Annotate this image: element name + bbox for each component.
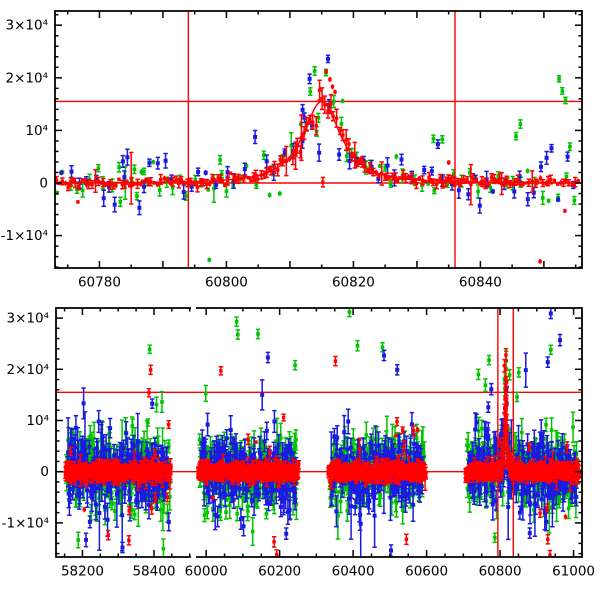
event-zoom-panel: 60780 60800 60820 60840 3×10⁴ 2×10⁴ 10⁴ 0 -1×10⁴ [1,10,583,291]
x-tick-label: 60800 [479,564,522,580]
x-tick-label: 58200 [61,564,104,580]
y-tick-label: 10⁴ [26,413,49,429]
y-tick-label: 10⁴ [25,123,48,139]
y-tick-label: 3×10⁴ [7,311,50,327]
x-tick-label: 60840 [459,275,502,291]
y-tick-label: -1×10⁴ [1,228,48,244]
x-tick-label: 60000 [185,564,228,580]
x-tick-label: 58400 [132,564,175,580]
event-zoom-ticks [55,11,582,268]
model-curve [55,100,582,184]
x-tick-label: 61000 [552,564,595,580]
event-zoom-tick-labels: 60780 60800 60820 60840 3×10⁴ 2×10⁴ 10⁴ 0 -1×10⁴ [1,18,502,291]
y-tick-label: 3×10⁴ [6,18,49,34]
y-tick-label: 2×10⁴ [7,362,50,378]
x-tick-label: 60200 [258,564,301,580]
y-tick-label: 0 [39,175,48,191]
event-zoom-data-area [55,54,582,264]
x-tick-label: 60400 [332,564,375,580]
full-lightcurve-tick-labels: 58200 58400 60000 60200 60400 60600 60800 61000… [2,311,595,580]
full-lightcurve-ticks [56,308,582,557]
full-lightcurve-panel: 58200 58400 60000 60200 60400 60600 60800 61000… [2,307,595,580]
full-lightcurve-data-area [56,308,582,557]
x-tick-label: 60600 [405,564,448,580]
y-tick-label: 2×10⁴ [6,70,49,86]
y-tick-label: -1×10⁴ [2,515,49,531]
x-tick-label: 60800 [205,275,248,291]
x-tick-label: 60820 [332,275,375,291]
y-tick-label: 0 [40,464,49,480]
x-tick-label: 60780 [78,275,121,291]
event-zoom-frame [54,10,583,269]
